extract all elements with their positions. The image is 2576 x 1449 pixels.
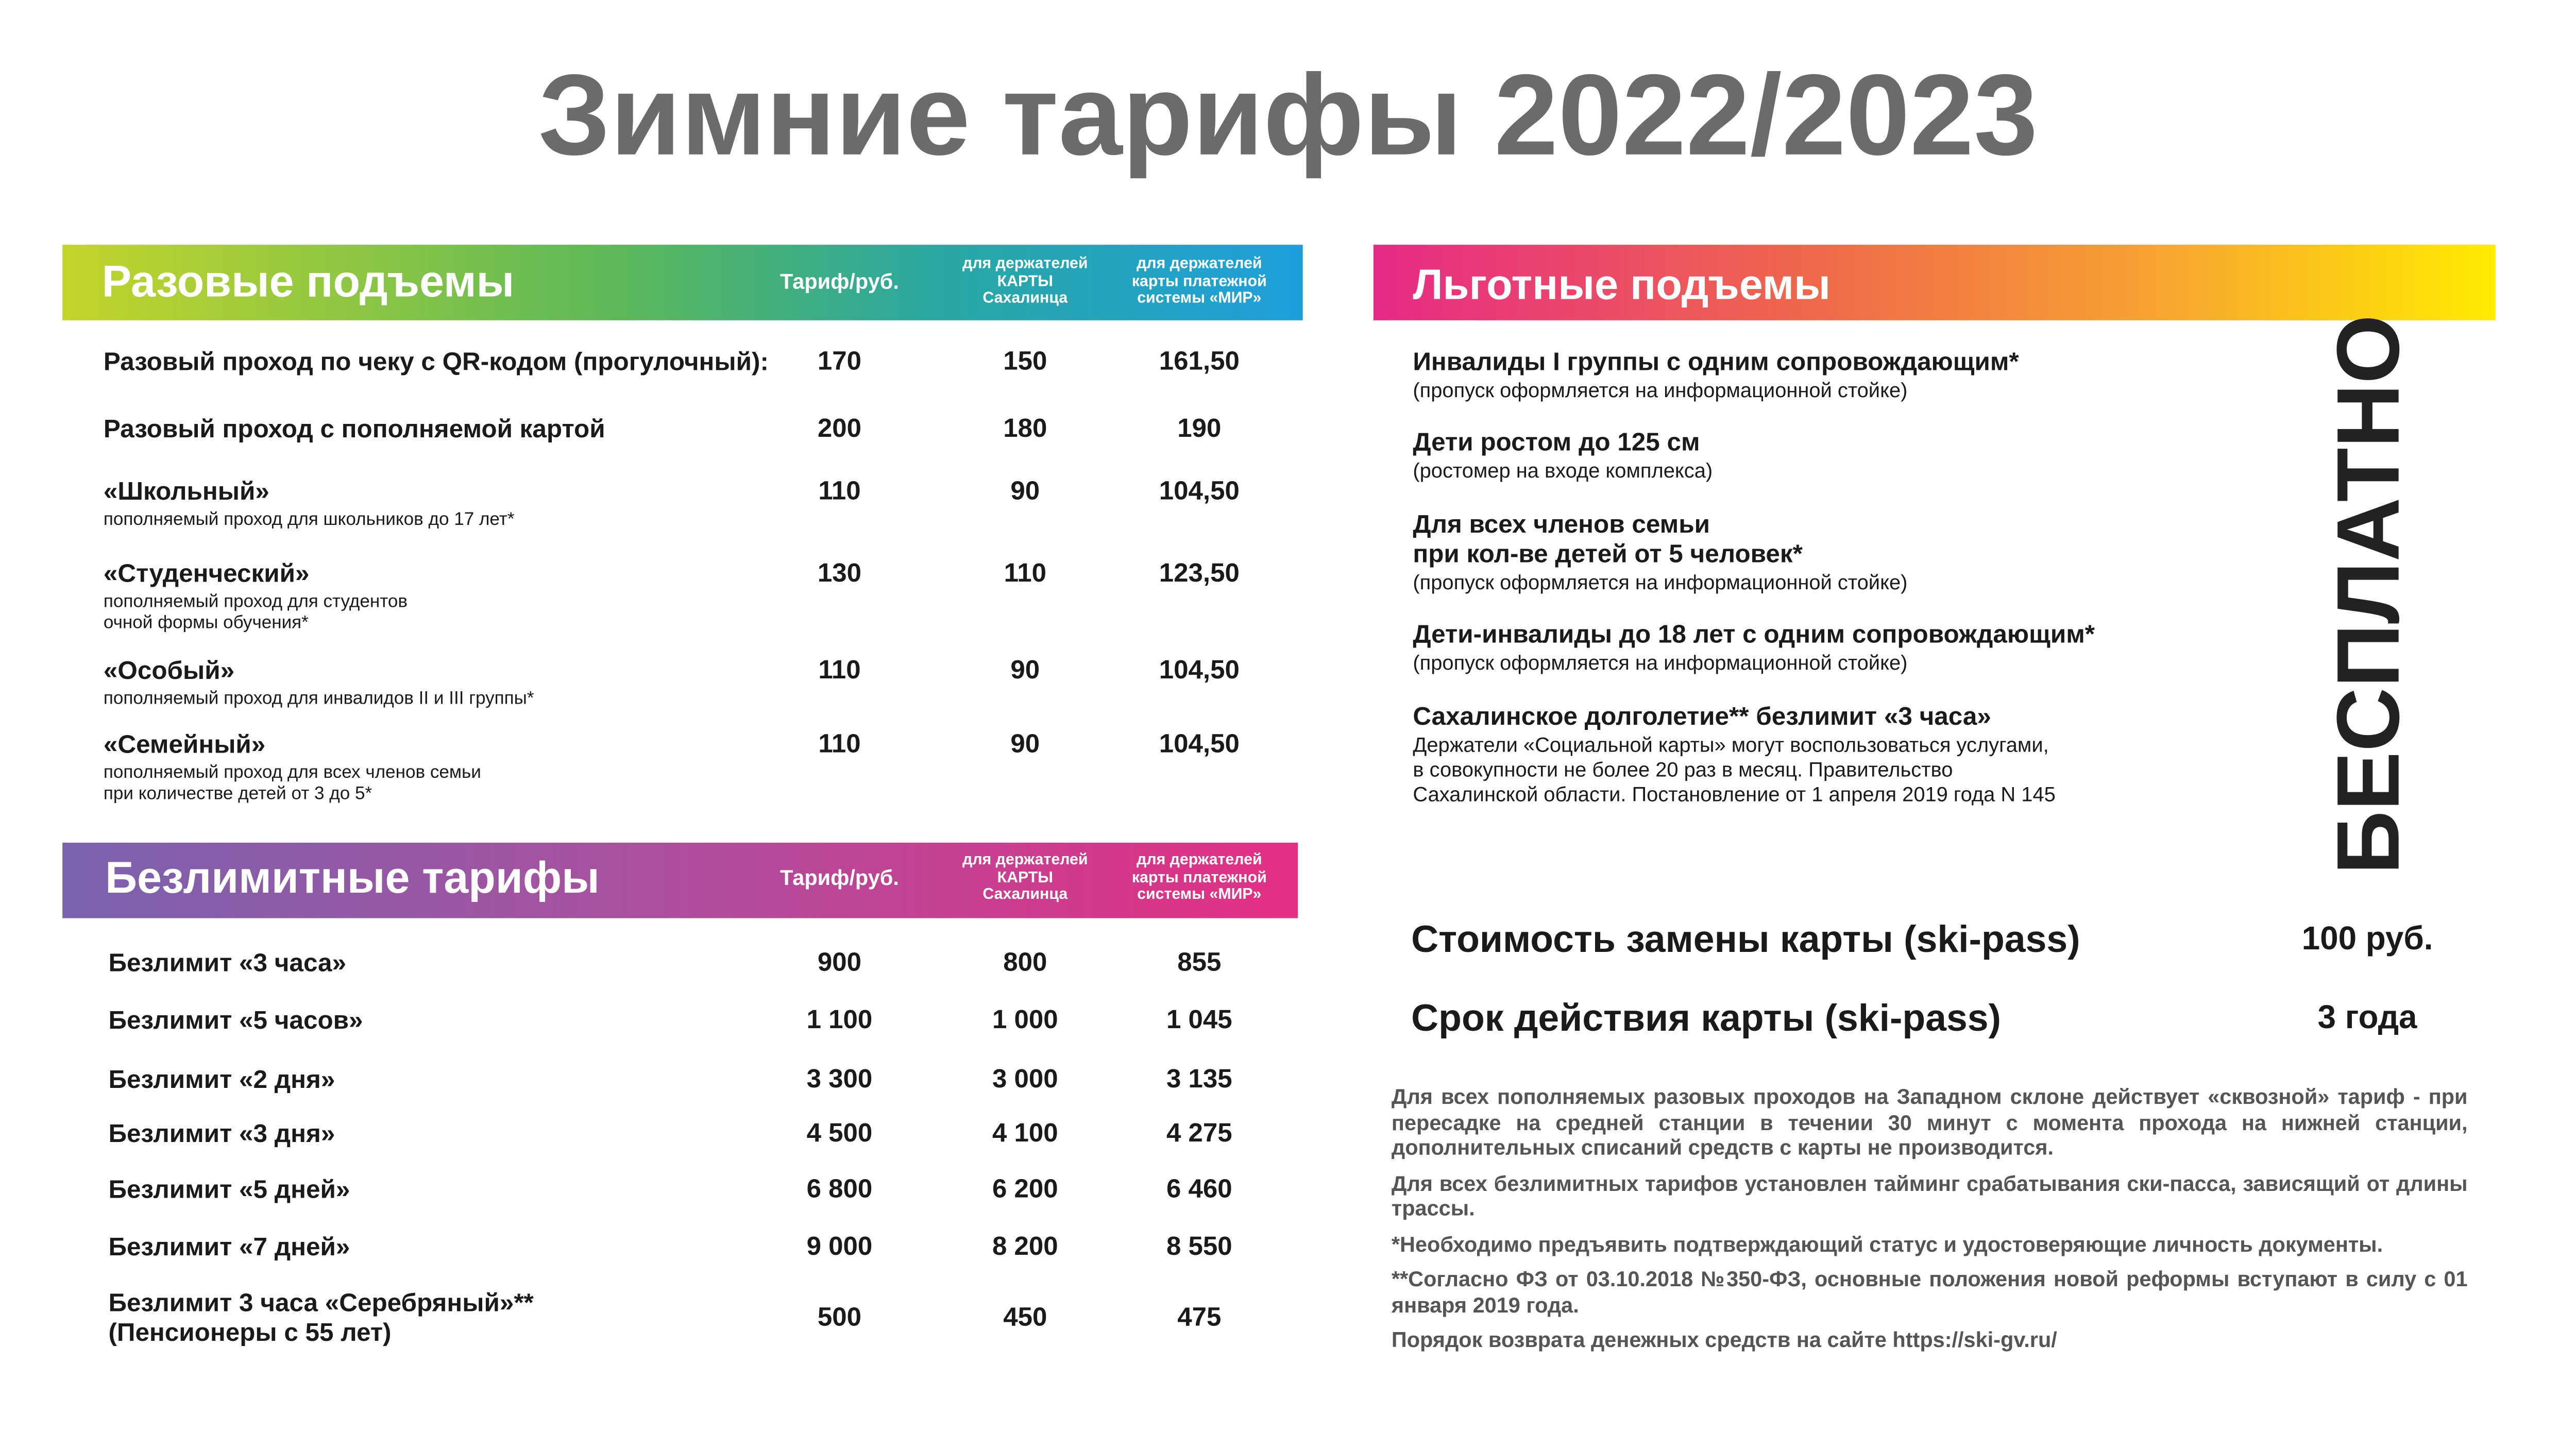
- column-header: для держателей карты платежной системы «…: [1131, 851, 1267, 904]
- row-name: (Пенсионеры с 55 лет): [108, 1319, 392, 1348]
- row-name: «Школьный»: [103, 478, 269, 506]
- price: 4 500: [806, 1120, 873, 1148]
- page-title: Зимние тарифы 2022/2023: [538, 50, 2038, 179]
- price: 450: [1003, 1304, 1047, 1333]
- price: 9 000: [806, 1233, 873, 1262]
- benefit-title: Дети-инвалиды до 18 лет с одним сопровож…: [1413, 621, 2095, 650]
- price: 1 000: [992, 1007, 1058, 1035]
- footnote: *Необходимо предъявить подтверждающий ст…: [1391, 1231, 2383, 1256]
- free-label: БЕСПЛАТНО: [2319, 314, 2418, 875]
- price: 170: [817, 348, 862, 377]
- footnote: Порядок возврата денежных средств на сай…: [1391, 1327, 2057, 1352]
- price: 180: [1003, 415, 1047, 444]
- price: 130: [817, 560, 862, 588]
- column-header: для держателей КАРТЫ Сахалинца: [962, 851, 1088, 904]
- section-title: Льготные подъемы: [1413, 259, 1831, 309]
- benefit-title: Сахалинское долголетие** безлимит «3 час…: [1413, 703, 1991, 731]
- price: 104,50: [1159, 731, 1240, 759]
- row-name: «Семейный»: [103, 731, 266, 760]
- footnote: Для всех безлимитных тарифов установлен …: [1391, 1170, 2468, 1221]
- price: 855: [1177, 949, 1222, 978]
- price: 475: [1177, 1304, 1222, 1333]
- row-name: Разовый проход по чеку с QR-кодом (прогу…: [103, 348, 769, 377]
- row-note: при количестве детей от 3 до 5*: [103, 784, 372, 804]
- row-note: пополняемый проход для школьников до 17 …: [103, 510, 515, 530]
- price: 800: [1003, 949, 1047, 978]
- price: 500: [817, 1304, 862, 1333]
- column-header: для держателей карты платежной системы «…: [1131, 255, 1267, 308]
- benefit-note: Держатели «Социальной карты» могут воспо…: [1413, 734, 2049, 757]
- price: 4 275: [1166, 1120, 1232, 1148]
- price: 110: [818, 478, 861, 506]
- price: 3 135: [1166, 1066, 1232, 1094]
- price: 4 100: [992, 1120, 1058, 1148]
- price: 190: [1177, 415, 1222, 444]
- price: 1 045: [1166, 1007, 1232, 1035]
- column-header: Тариф/руб.: [779, 865, 899, 890]
- price: 104,50: [1159, 657, 1240, 685]
- price: 1 100: [806, 1007, 873, 1035]
- price: 8 550: [1166, 1233, 1232, 1262]
- price: 123,50: [1159, 560, 1240, 588]
- row-note: очной формы обучения*: [103, 613, 309, 634]
- footnote: **Согласно ФЗ от 03.10.2018 №350-ФЗ, осн…: [1391, 1266, 2468, 1317]
- benefit-note: (пропуск оформляется на информационной с…: [1413, 652, 1908, 675]
- benefits-band: [1373, 245, 2496, 320]
- benefit-note: (ростомер на входе комплекса): [1413, 459, 1713, 483]
- row-note: пополняемый проход для всех членов семьи: [103, 763, 481, 783]
- benefit-title: Дети ростом до 125 см: [1413, 429, 1700, 457]
- row-name: Разовый проход с пополняемой картой: [103, 416, 605, 444]
- price: 6 800: [806, 1176, 873, 1204]
- column-header: для держателей КАРТЫ Сахалинца: [962, 255, 1088, 308]
- card-value: 100 руб.: [2301, 921, 2433, 958]
- price: 3 000: [992, 1066, 1058, 1094]
- footnotes: Для всех пополняемых разовых проходов на…: [1392, 1084, 2468, 1363]
- row-name: «Особый»: [103, 657, 235, 686]
- row-name: Безлимит 3 часа «Серебряный»**: [108, 1290, 534, 1318]
- footnote: Для всех пополняемых разовых проходов на…: [1391, 1084, 2468, 1160]
- benefit-note: (пропуск оформляется на информационной с…: [1413, 571, 1908, 594]
- row-name: Безлимит «5 часов»: [108, 1007, 363, 1035]
- price: 90: [1010, 657, 1040, 685]
- column-header: Тариф/руб.: [779, 269, 899, 294]
- price: 90: [1010, 731, 1040, 759]
- price: 110: [818, 731, 861, 759]
- row-note: пополняемый проход для инвалидов II и II…: [103, 689, 534, 709]
- price: 200: [817, 415, 862, 444]
- benefit-note: (пропуск оформляется на информационной с…: [1413, 379, 1908, 402]
- benefit-note: Сахалинской области. Постановление от 1 …: [1413, 783, 2056, 806]
- section-title: Разовые подъемы: [101, 257, 515, 306]
- card-value: 3 года: [2317, 1000, 2417, 1037]
- section-title: Безлимитные тарифы: [105, 853, 600, 903]
- price: 110: [1004, 560, 1046, 588]
- card-label: Срок действия карты (ski-pass): [1411, 996, 2002, 1039]
- row-name: Безлимит «3 дня»: [108, 1120, 335, 1149]
- price: 110: [818, 657, 861, 685]
- price: 6 200: [992, 1176, 1058, 1204]
- price: 161,50: [1159, 348, 1240, 377]
- row-name: Безлимит «3 часа»: [108, 949, 347, 978]
- price: 900: [817, 949, 862, 978]
- row-name: «Студенческий»: [103, 560, 310, 589]
- single-band: [62, 245, 1303, 320]
- benefit-title: Инвалиды I группы с одним сопровождающим…: [1413, 348, 2019, 377]
- benefit-title: Для всех членов семьи: [1413, 511, 1710, 539]
- price: 8 200: [992, 1233, 1058, 1262]
- row-name: Безлимит «5 дней»: [108, 1176, 350, 1205]
- row-name: Безлимит «2 дня»: [108, 1066, 335, 1095]
- price: 3 300: [806, 1066, 873, 1094]
- benefit-note: в совокупности не более 20 раз в месяц. …: [1413, 758, 1953, 782]
- row-name: Безлимит «7 дней»: [108, 1234, 350, 1262]
- unlimited-band: [62, 842, 1298, 918]
- card-label: Стоимость замены карты (ski-pass): [1411, 917, 2080, 960]
- row-note: пополняемый проход для студентов: [103, 592, 408, 612]
- price: 90: [1010, 478, 1040, 506]
- price: 104,50: [1159, 478, 1240, 506]
- price: 150: [1003, 348, 1047, 377]
- benefit-title: при кол-ве детей от 5 человек*: [1413, 540, 1803, 569]
- price: 6 460: [1166, 1176, 1232, 1204]
